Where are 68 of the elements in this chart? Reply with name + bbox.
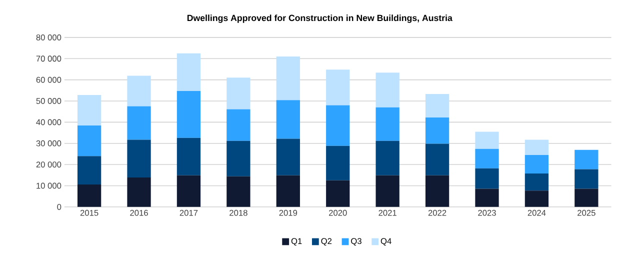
bar (326, 146, 350, 180)
bar (524, 140, 549, 156)
x-tick-label: 2022 (428, 210, 446, 216)
bar (524, 155, 549, 174)
bar (574, 150, 598, 170)
y-tick-label: 20 000 (36, 162, 62, 168)
bar (77, 156, 102, 184)
x-tick-label: 2018 (230, 210, 248, 216)
bar (326, 180, 350, 207)
y-tick-label: 60 000 (36, 76, 62, 83)
legend-label: Q2 (321, 238, 332, 246)
bar (226, 176, 250, 207)
bar (475, 168, 499, 189)
bar (475, 132, 499, 149)
bar (77, 95, 102, 126)
bar (127, 76, 151, 106)
bar (524, 190, 549, 207)
bar (524, 173, 549, 191)
bar (226, 140, 250, 176)
y-tick-label: 30 000 (36, 140, 62, 146)
bar (276, 138, 300, 176)
bar (376, 72, 400, 108)
bar (276, 56, 300, 100)
bar (176, 175, 201, 207)
x-tick-label: 2016 (130, 210, 148, 216)
bar (376, 175, 400, 207)
x-tick-label: 2017 (180, 210, 198, 216)
bar (77, 126, 102, 156)
bar (574, 169, 598, 189)
chart-title: Dwellings Approved for Construction in New Buildings, Austria (187, 14, 452, 23)
legend-label: Q1 (291, 238, 302, 246)
bar (127, 140, 151, 178)
y-tick-label: 80 000 (36, 34, 62, 40)
bar (276, 100, 300, 139)
bar (226, 78, 250, 110)
legend-label: Q4 (380, 238, 392, 246)
bar (127, 177, 151, 207)
bar (425, 118, 450, 144)
bar (77, 184, 102, 207)
bar (176, 138, 201, 176)
bar (376, 107, 400, 141)
bar (326, 70, 350, 106)
x-tick-label: 2025 (578, 210, 596, 216)
bar (176, 53, 201, 92)
bar (425, 175, 450, 207)
bar (276, 175, 300, 207)
bar (127, 106, 151, 140)
bar (574, 188, 598, 207)
y-tick-label: 50 000 (36, 98, 62, 104)
x-tick-label: 2020 (329, 210, 347, 216)
x-tick-label: 2019 (279, 210, 298, 216)
bar (425, 94, 450, 118)
x-tick-label: 2015 (80, 210, 98, 216)
bar (326, 105, 350, 146)
x-tick-label: 2023 (478, 210, 496, 216)
x-tick-label: 2024 (528, 210, 546, 216)
bar (376, 140, 400, 176)
bar (475, 188, 499, 207)
bar (176, 91, 201, 138)
x-tick-label: 2021 (378, 210, 396, 216)
y-tick-label: 0 (57, 204, 62, 210)
bar (226, 109, 250, 141)
y-tick-label: 70 000 (36, 56, 62, 62)
y-tick-label: 40 000 (36, 119, 62, 126)
legend-label: Q3 (351, 238, 362, 246)
bar (475, 148, 499, 168)
bar (425, 144, 450, 176)
y-tick-label: 10 000 (36, 182, 62, 189)
